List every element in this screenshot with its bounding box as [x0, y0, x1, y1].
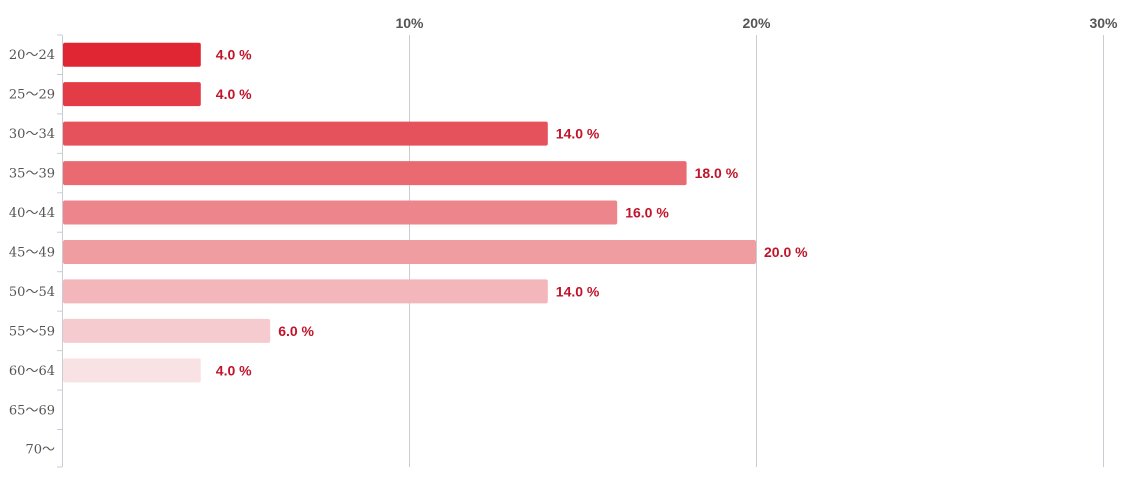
x-tick-label: 20%	[742, 15, 771, 31]
bar	[63, 358, 201, 383]
category-label: 35〜39	[9, 167, 55, 182]
bar	[63, 279, 548, 304]
data-label: 6.0 %	[278, 323, 314, 339]
bar	[63, 121, 548, 146]
data-label: 16.0 %	[625, 205, 669, 221]
data-label: 14.0 %	[556, 126, 600, 142]
category-label: 45〜49	[9, 245, 55, 260]
category-label: 50〜54	[9, 285, 55, 300]
category-label: 70〜	[25, 443, 55, 458]
data-label: 4.0 %	[216, 86, 252, 102]
bar	[63, 318, 271, 343]
category-label: 55〜59	[9, 324, 55, 339]
x-tick-label: 30%	[1089, 15, 1118, 31]
bar	[63, 82, 201, 107]
data-label: 4.0 %	[216, 47, 252, 63]
data-label: 18.0 %	[695, 165, 739, 181]
data-label: 20.0 %	[764, 244, 808, 260]
category-label: 40〜44	[9, 206, 55, 221]
bar	[63, 161, 687, 186]
category-label: 65〜69	[9, 403, 55, 418]
category-label: 60〜64	[9, 364, 55, 379]
category-label: 30〜34	[9, 127, 55, 142]
x-tick-label: 10%	[395, 15, 424, 31]
category-labels: 20〜24 25〜29 30〜34 35〜39 40〜44 45〜49 50〜54 55〜59…	[9, 48, 55, 458]
data-labels: 4.0 % 4.0 % 14.0 % 18.0 % 16.0 % 20.0 % 14.0 %…	[216, 47, 808, 379]
category-label: 25〜29	[9, 88, 55, 103]
bars	[63, 42, 756, 383]
category-label: 20〜24	[9, 48, 55, 63]
bar	[63, 239, 756, 264]
x-axis-ticks: 10% 20% 30%	[395, 15, 1118, 31]
data-label: 4.0 %	[216, 362, 252, 378]
y-axis	[57, 34, 63, 468]
bar	[63, 42, 201, 67]
bar	[63, 200, 618, 225]
data-label: 14.0 %	[556, 283, 600, 299]
